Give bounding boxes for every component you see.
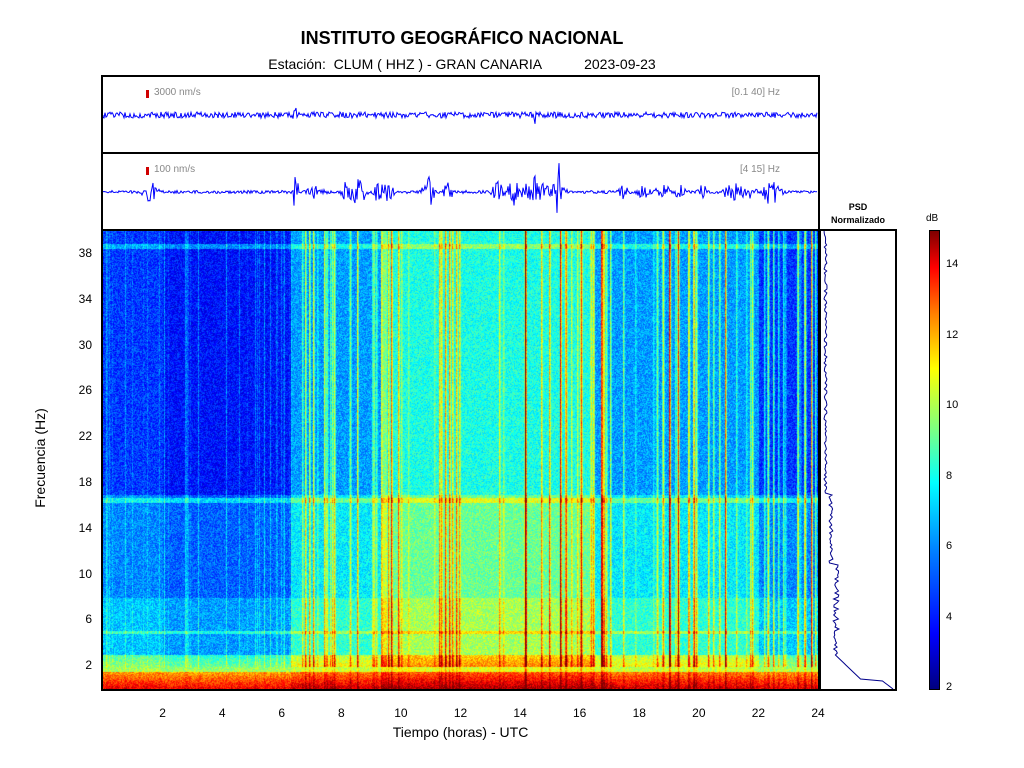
x-tick-label: 18 [632, 706, 646, 720]
scale-label: 3000 nm/s [154, 87, 201, 98]
scale-bar-marker [146, 90, 149, 98]
psd-line [823, 231, 894, 689]
scale-label: 100 nm/s [154, 164, 196, 175]
x-tick-label: 16 [572, 706, 587, 720]
colorbar-tick-label: 6 [946, 540, 953, 553]
y-axis-label: Frecuencia (Hz) [32, 408, 48, 508]
band-label: [0.1 40] Hz [731, 87, 780, 98]
psd-curve [823, 231, 894, 689]
seismogram-broadband: 3000 nm/s [0.1 40] Hz [101, 75, 820, 154]
x-tick-label: 14 [513, 706, 527, 720]
spectrogram-canvas [103, 231, 818, 689]
chart-title: INSTITUTO GEOGRÁFICO NACIONAL [300, 28, 624, 48]
colorbar-tick-label: 14 [946, 258, 959, 271]
seismogram-filtered: 100 nm/s [4 15] Hz [101, 152, 820, 231]
y-tick-label: 10 [78, 566, 92, 581]
colorbar-tick-label: 2 [946, 681, 953, 693]
y-tick-label: 14 [78, 520, 92, 535]
seismogram-trace [103, 107, 818, 124]
spectrogram [101, 229, 820, 691]
x-tick-label: 4 [218, 706, 226, 720]
psd-subtitle: Normalizado [830, 215, 885, 225]
colorbar-tick-label: 8 [946, 469, 953, 482]
colorbar-unit: dB [926, 213, 939, 224]
psd-panel [819, 229, 897, 691]
station-subtitle: Estación: CLUM ( HHZ ) - GRAN CANARIA 20… [0, 56, 924, 72]
y-tick-label: 18 [78, 474, 92, 489]
colorbar-tick-label: 10 [946, 399, 959, 412]
colorbar-tick-label: 4 [946, 610, 953, 623]
seismogram-trace [103, 163, 818, 213]
y-tick-label: 26 [78, 383, 92, 398]
x-tick-label: 20 [692, 706, 706, 720]
x-tick-label: 8 [337, 706, 345, 720]
x-tick-label: 12 [453, 706, 468, 720]
x-tick-label: 2 [159, 706, 166, 720]
x-tick-label: 22 [751, 706, 766, 720]
y-tick-label: 2 [85, 658, 92, 673]
y-tick-label: 22 [78, 429, 92, 444]
y-tick-label: 6 [85, 612, 92, 627]
y-tick-label: 34 [78, 291, 92, 306]
colorbar [929, 230, 940, 690]
colorbar-tick-label: 12 [946, 328, 959, 341]
band-label: [4 15] Hz [739, 164, 780, 175]
trace-line [103, 163, 818, 213]
x-tick-label: 10 [394, 706, 408, 720]
trace-line [103, 107, 818, 124]
date-label: 2023-09-23 [584, 56, 656, 72]
x-axis-label: Tiempo (horas) - UTC [392, 724, 529, 740]
x-tick-label: 24 [811, 706, 825, 720]
station-label: Estación: [268, 56, 326, 72]
station-name: CLUM ( HHZ ) - GRAN CANARIA [333, 56, 542, 72]
y-tick-label: 38 [78, 245, 92, 260]
psd-title: PSD [848, 202, 868, 212]
scale-bar-marker [146, 167, 149, 175]
x-tick-label: 6 [278, 706, 286, 720]
y-tick-label: 30 [78, 337, 92, 352]
